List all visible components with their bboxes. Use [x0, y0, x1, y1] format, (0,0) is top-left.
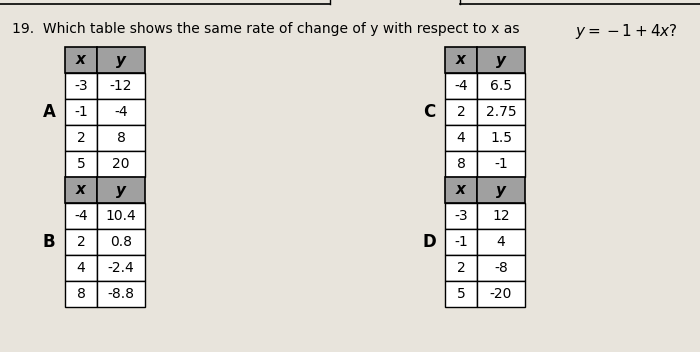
Text: -4: -4	[454, 79, 468, 93]
Text: -12: -12	[110, 79, 132, 93]
Text: -8.8: -8.8	[108, 287, 134, 301]
Bar	[65, 255, 97, 281]
Text: -1: -1	[74, 105, 88, 119]
Text: 5: 5	[456, 287, 466, 301]
Text: -1: -1	[494, 157, 508, 171]
Bar	[65, 47, 97, 73]
Bar	[65, 229, 97, 255]
Text: 2: 2	[76, 131, 85, 145]
Bar	[97, 125, 145, 151]
Bar	[97, 229, 145, 255]
Text: 10.4: 10.4	[106, 209, 136, 223]
Text: 19.  Which table shows the same rate of change of y with respect to x as: 19. Which table shows the same rate of c…	[12, 22, 524, 36]
Text: -3: -3	[74, 79, 88, 93]
Text: y: y	[116, 182, 126, 197]
Text: 4: 4	[496, 235, 505, 249]
Text: -8: -8	[494, 261, 508, 275]
Bar	[65, 281, 97, 307]
Text: y: y	[496, 52, 506, 68]
Bar	[97, 99, 145, 125]
Bar	[477, 99, 525, 125]
Text: -20: -20	[490, 287, 512, 301]
Text: 2: 2	[456, 261, 466, 275]
Text: D: D	[423, 233, 437, 251]
Text: x: x	[456, 182, 466, 197]
Text: 6.5: 6.5	[490, 79, 512, 93]
Bar	[477, 281, 525, 307]
Bar	[97, 177, 145, 203]
Text: x: x	[456, 52, 466, 68]
Text: 2: 2	[456, 105, 466, 119]
Text: 8: 8	[456, 157, 466, 171]
Text: y: y	[116, 52, 126, 68]
Bar	[445, 281, 477, 307]
Bar	[445, 125, 477, 151]
Text: C: C	[423, 103, 435, 121]
Text: 1.5: 1.5	[490, 131, 512, 145]
Bar	[445, 47, 477, 73]
Text: -1: -1	[454, 235, 468, 249]
Bar	[65, 125, 97, 151]
Text: 12: 12	[492, 209, 510, 223]
Bar	[445, 151, 477, 177]
Bar	[65, 151, 97, 177]
Bar	[65, 203, 97, 229]
Text: B: B	[43, 233, 55, 251]
Bar	[65, 177, 97, 203]
Bar	[477, 177, 525, 203]
Bar	[97, 73, 145, 99]
Bar	[477, 203, 525, 229]
Text: -4: -4	[114, 105, 128, 119]
Text: 8: 8	[117, 131, 125, 145]
Bar	[445, 255, 477, 281]
Bar	[65, 99, 97, 125]
Bar	[445, 73, 477, 99]
Bar	[445, 177, 477, 203]
Bar	[477, 229, 525, 255]
Bar	[477, 151, 525, 177]
Bar	[445, 99, 477, 125]
Bar	[97, 255, 145, 281]
Bar	[97, 47, 145, 73]
Bar	[97, 151, 145, 177]
Text: $y = -1 + 4x?$: $y = -1 + 4x?$	[575, 22, 678, 41]
Text: A: A	[43, 103, 56, 121]
Text: 0.8: 0.8	[110, 235, 132, 249]
Text: 4: 4	[76, 261, 85, 275]
Bar	[477, 255, 525, 281]
Text: 5: 5	[76, 157, 85, 171]
Bar	[445, 229, 477, 255]
Text: 8: 8	[76, 287, 85, 301]
Bar	[477, 73, 525, 99]
Text: -3: -3	[454, 209, 468, 223]
Text: y: y	[496, 182, 506, 197]
Text: 20: 20	[112, 157, 130, 171]
Bar	[97, 203, 145, 229]
Text: 4: 4	[456, 131, 466, 145]
Text: 2.75: 2.75	[486, 105, 517, 119]
Text: -4: -4	[74, 209, 88, 223]
Bar	[477, 47, 525, 73]
Text: -2.4: -2.4	[108, 261, 134, 275]
Text: x: x	[76, 52, 86, 68]
Bar	[97, 281, 145, 307]
Text: 2: 2	[76, 235, 85, 249]
Text: x: x	[76, 182, 86, 197]
Bar	[445, 203, 477, 229]
Bar	[65, 73, 97, 99]
Bar	[477, 125, 525, 151]
